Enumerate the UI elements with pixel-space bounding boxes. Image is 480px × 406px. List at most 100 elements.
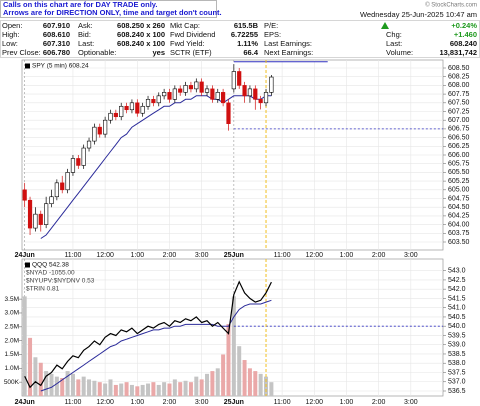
quote-label: High: <box>2 30 20 39</box>
y-tick-label: 606.00 <box>448 152 470 159</box>
volume-bar <box>129 384 134 396</box>
x-tick-label: 2:00 <box>372 252 386 259</box>
x-tick-label: 12:00 <box>306 252 324 259</box>
candle-body <box>119 105 124 118</box>
candle-body <box>76 158 81 166</box>
x-tick-label: 12:00 <box>306 399 324 406</box>
y-tick-label: 605.75 <box>448 161 470 168</box>
volume-bar <box>237 346 242 396</box>
y-tick-label: 603.50 <box>448 239 470 246</box>
x-tick-label: 24Jun <box>15 399 35 406</box>
candle-body <box>27 199 33 229</box>
y2-tick-label: 2.5M <box>5 324 19 331</box>
quote-value: 608.240 <box>450 39 477 48</box>
quote-label: Optionable: <box>78 48 116 57</box>
volume-bar <box>199 379 204 396</box>
quote-label: Last Earnings: <box>264 39 312 48</box>
volume-bar <box>231 296 236 396</box>
volume-bar <box>38 362 43 396</box>
y-tick-label: 605.25 <box>448 178 470 185</box>
candle-body <box>44 203 49 225</box>
y-tick-label: 607.75 <box>448 91 470 98</box>
volume-bar <box>172 379 177 396</box>
candle-body <box>86 140 92 149</box>
x-tick-label: 11:00 <box>64 252 81 259</box>
y-tick-label: 605.50 <box>448 169 470 176</box>
x-tick-label: 12:00 <box>96 252 114 259</box>
candle-body <box>151 99 156 104</box>
volume-bar <box>269 382 274 396</box>
y-tick-label: 603.75 <box>448 230 470 237</box>
volume-bar <box>103 383 108 396</box>
candle-body <box>167 92 172 100</box>
moving-average <box>40 95 272 239</box>
legend-text: SPY (5 min) 608.24 <box>32 63 89 70</box>
y2-tick-label: 1.5M <box>5 351 19 358</box>
y-tick-label: 604.50 <box>448 204 470 211</box>
x-tick-label: 2:00 <box>163 252 177 259</box>
candle-body <box>199 81 204 93</box>
y2-tick-label: 1.0M <box>5 365 19 372</box>
quote-value: 607.910 <box>43 21 70 30</box>
candle-body <box>215 92 220 100</box>
volume-bar <box>253 371 258 396</box>
volume-bar <box>215 368 220 396</box>
quote-label: Fwd Yield: <box>170 39 205 48</box>
x-tick-label: 25Jun <box>224 399 244 406</box>
quote-label: P/E: <box>264 21 278 30</box>
legend-swatch <box>25 262 30 268</box>
x-tick-label: 3:00 <box>404 399 418 406</box>
candle-body <box>129 102 135 111</box>
legend-text: $NYUPV:$NYDNV 0.53 <box>26 278 95 285</box>
quote-value: 615.5B <box>234 21 259 30</box>
volume-bar <box>210 371 215 396</box>
candle-body <box>194 81 199 90</box>
x-tick-label: 1:00 <box>130 399 144 406</box>
volume-bar <box>70 373 75 396</box>
candle-body <box>221 92 226 104</box>
up-arrow-icon <box>381 22 389 29</box>
quote-value: 66.4 <box>243 48 258 57</box>
quote-label: Prev Close: <box>2 48 41 57</box>
y2-tick-label: 500K <box>4 379 20 386</box>
x-tick-label: 11:00 <box>274 399 291 406</box>
x-tick-label: 24Jun <box>15 252 35 259</box>
y-tick-label: 541.0 <box>448 305 466 312</box>
price-line <box>24 280 272 389</box>
quote-label: Low: <box>2 39 18 48</box>
quote-label: Bid: <box>78 30 91 39</box>
y2-tick-label: 3.5M <box>5 296 19 303</box>
x-tick-label: 3:00 <box>404 252 418 259</box>
x-tick-label: 1:00 <box>340 252 354 259</box>
candle-body <box>188 85 194 90</box>
y-tick-label: 537.0 <box>448 379 466 386</box>
volume-bar <box>76 379 81 396</box>
x-tick-label: 1:00 <box>340 399 354 406</box>
quote-value: 6.72255 <box>231 30 258 39</box>
candle-body <box>22 189 27 201</box>
candle-body <box>103 119 108 135</box>
y-tick-label: 605.00 <box>448 187 470 194</box>
y-tick-label: 542.5 <box>448 277 466 284</box>
quote-label: Next Earnings: <box>264 48 313 57</box>
candle-body <box>156 95 161 104</box>
quote-label: SCTR (ETF) <box>170 48 212 57</box>
y-tick-label: 607.00 <box>448 117 470 124</box>
y2-tick-label: 2.0M <box>5 337 19 344</box>
volume-bar <box>87 379 92 396</box>
y-tick-label: 539.0 <box>448 342 466 349</box>
quote-value: 608.250 x 260 <box>117 21 165 30</box>
candle-body <box>258 99 263 104</box>
volume-bar <box>221 354 226 396</box>
y-tick-label: 536.5 <box>448 388 466 395</box>
volume-bar <box>22 296 27 396</box>
volume-bar <box>65 371 70 396</box>
candle-body <box>54 182 59 198</box>
candle-body <box>92 126 97 142</box>
x-tick-label: 3:00 <box>195 399 209 406</box>
quote-label: Ask: <box>78 21 93 30</box>
legend-swatch <box>25 63 30 69</box>
y-tick-label: 606.50 <box>448 134 470 141</box>
quote-label: Open: <box>2 21 22 30</box>
volume-bar <box>124 382 129 396</box>
